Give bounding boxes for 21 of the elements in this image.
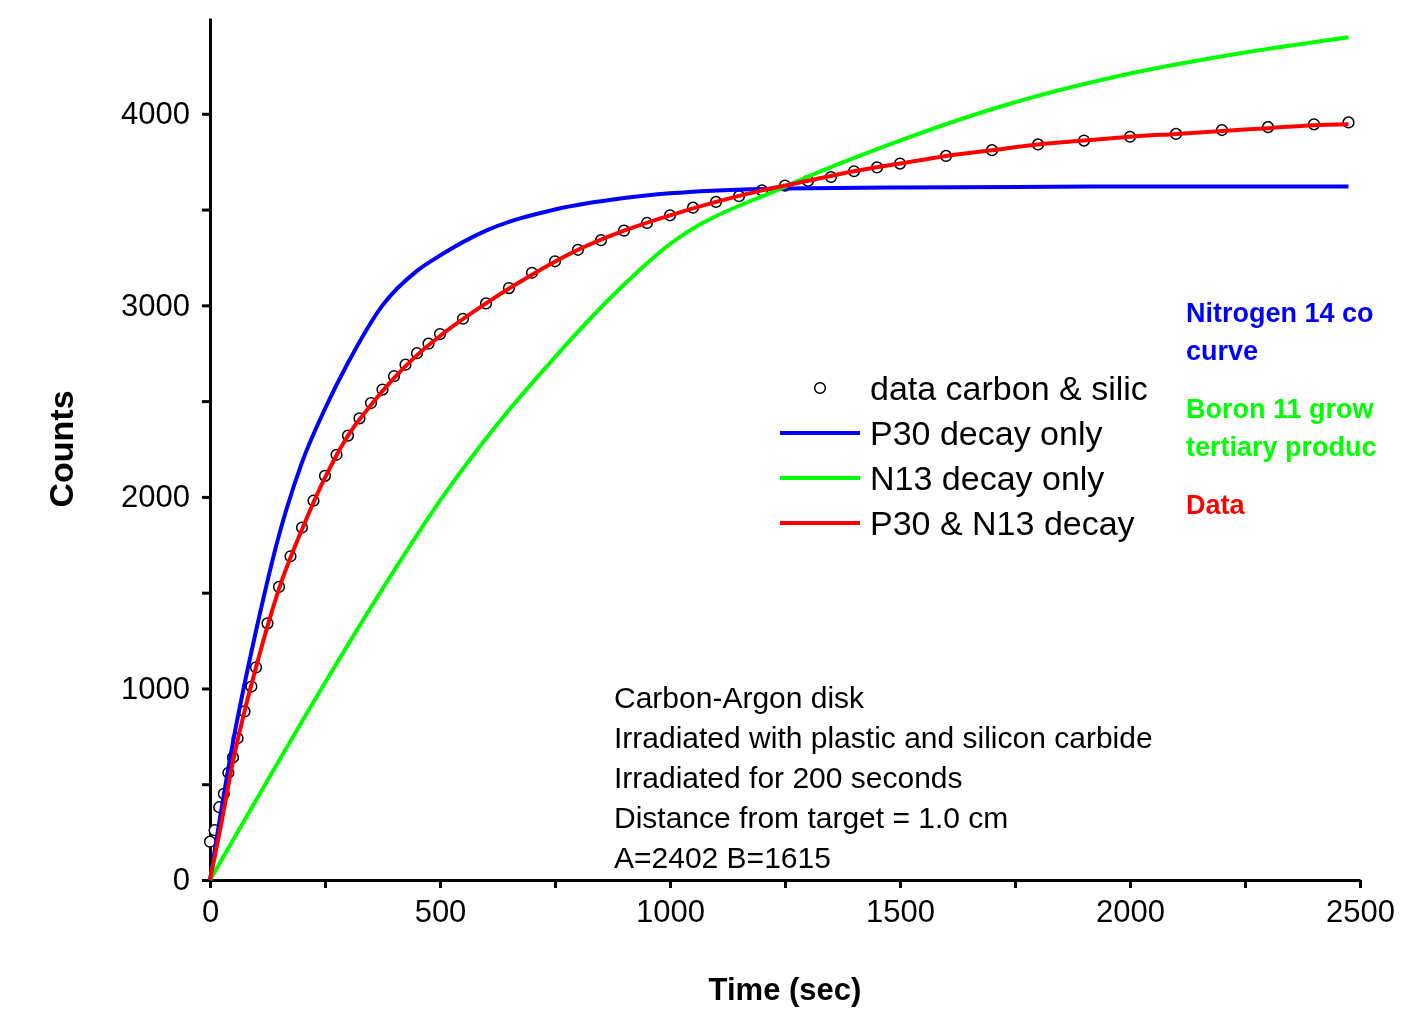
annotation: Nitrogen 14 co curve [1186, 298, 1374, 366]
legend-label: data carbon & silic [870, 369, 1148, 407]
y-tick-label: 1000 [121, 670, 190, 706]
x-tick-label: 500 [414, 894, 467, 930]
y-tick-label: 2000 [121, 479, 190, 515]
annotation: Data [1186, 490, 1246, 520]
annotation: Boron 11 grow tertiary produc [1186, 394, 1377, 462]
x-tick-label: 0 [201, 894, 220, 930]
legend-label: P30 & N13 decay [870, 504, 1135, 542]
x-tick-label: 2000 [1096, 894, 1165, 930]
x-tick-label: 1500 [866, 894, 935, 930]
y-tick-label: 0 [172, 862, 190, 898]
y-axis-title: Counts [42, 390, 80, 508]
annotation: Carbon-Argon disk Irradiated with plastic and silicon carbide Irradiated for 200 seconds Distance from target = 1.0 cm A=2402 B=1615 [614, 681, 1153, 874]
y-tick-label: 4000 [121, 96, 190, 132]
x-tick-label: 1000 [636, 894, 705, 930]
x-axis-title: Time (sec) [708, 972, 862, 1007]
y-tick-label: 3000 [121, 287, 190, 323]
x-tick-label: 2500 [1326, 894, 1395, 930]
legend-label: N13 decay only [870, 459, 1105, 497]
legend-label: P30 decay only [870, 414, 1103, 452]
